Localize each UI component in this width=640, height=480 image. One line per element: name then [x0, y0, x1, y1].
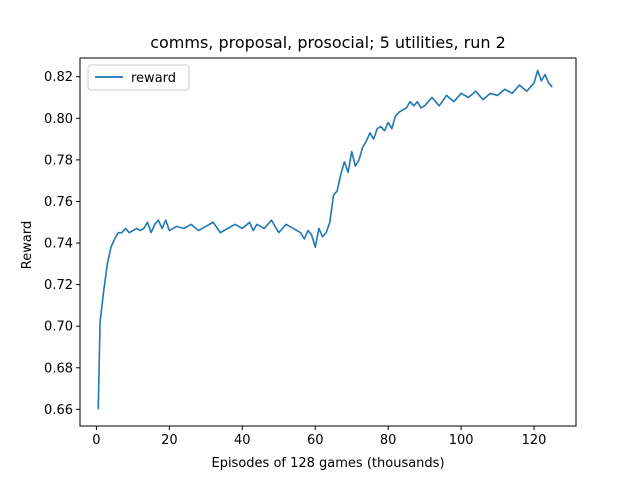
x-tick-label: 100 [449, 433, 474, 448]
y-tick-label: 0.72 [44, 278, 73, 293]
legend: reward [87, 64, 190, 91]
y-tick-label: 0.66 [44, 403, 73, 418]
y-tick-label: 0.76 [44, 195, 73, 210]
y-tick-label: 0.80 [44, 112, 73, 127]
axes-frame [79, 57, 577, 427]
legend-frame [87, 64, 190, 91]
y-tick-label: 0.74 [44, 237, 73, 252]
x-tick-label: 40 [234, 433, 251, 448]
x-tick-label: 60 [307, 433, 324, 448]
plot-area: 0 20 40 60 80 100 120 0.66 0.68 0.70 0.72 0.74 0.76 0… [44, 57, 577, 448]
x-tick-label: 0 [92, 433, 100, 448]
y-tick-label: 0.70 [44, 320, 73, 335]
legend-entry-reward: reward [131, 71, 176, 86]
y-axis-label: Reward [20, 221, 35, 269]
x-tick-label: 120 [522, 433, 547, 448]
x-tick-label: 20 [161, 433, 178, 448]
y-tick-label: 0.68 [44, 361, 73, 376]
series-line-reward [97, 69, 553, 410]
x-axis-label: Episodes of 128 games (thousands) [211, 456, 444, 471]
chart-title: comms, proposal, prosocial; 5 utilities,… [150, 33, 506, 52]
x-tick-label: 80 [380, 433, 397, 448]
y-tick-label: 0.82 [44, 70, 73, 85]
y-tick-label: 0.78 [44, 153, 73, 168]
